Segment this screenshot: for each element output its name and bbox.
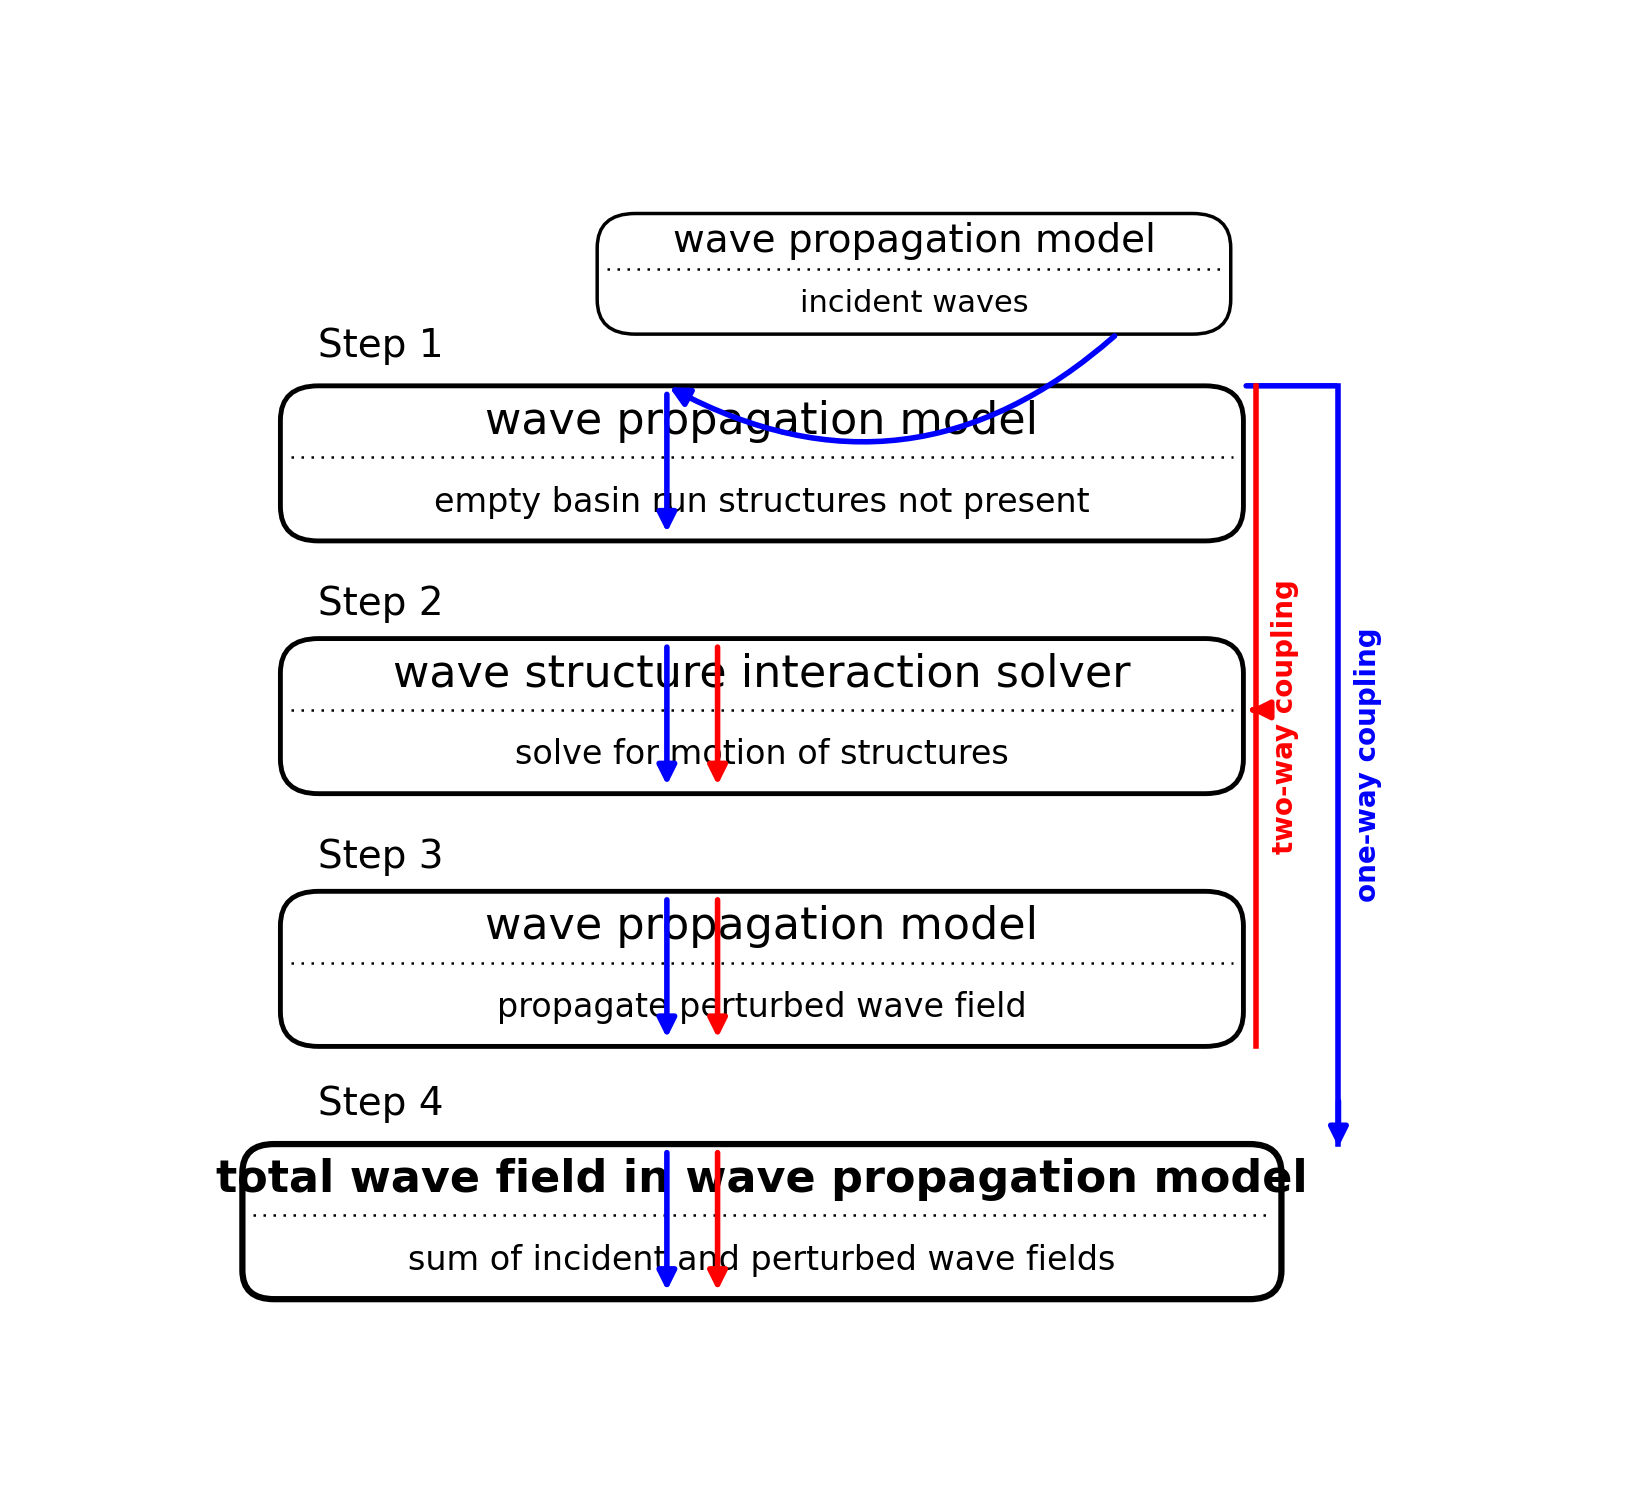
Text: Step 3: Step 3 <box>319 839 445 876</box>
FancyBboxPatch shape <box>281 891 1244 1046</box>
Text: wave propagation model: wave propagation model <box>486 906 1038 949</box>
FancyBboxPatch shape <box>242 1144 1282 1300</box>
Text: Step 4: Step 4 <box>319 1085 445 1123</box>
Text: sum of incident and perturbed wave fields: sum of incident and perturbed wave field… <box>409 1244 1115 1277</box>
Text: Step 1: Step 1 <box>319 327 445 364</box>
FancyBboxPatch shape <box>281 386 1244 542</box>
FancyBboxPatch shape <box>597 213 1231 334</box>
FancyBboxPatch shape <box>281 639 1244 794</box>
Text: incident waves: incident waves <box>800 289 1028 318</box>
Text: wave propagation model: wave propagation model <box>672 222 1156 260</box>
Text: solve for motion of structures: solve for motion of structures <box>515 739 1009 771</box>
Text: wave structure interaction solver: wave structure interaction solver <box>392 652 1131 695</box>
Text: propagate perturbed wave field: propagate perturbed wave field <box>497 991 1027 1024</box>
Text: Step 2: Step 2 <box>319 585 445 624</box>
Text: wave propagation model: wave propagation model <box>486 400 1038 443</box>
Text: total wave field in wave propagation model: total wave field in wave propagation mod… <box>216 1158 1308 1201</box>
Text: two-way coupling: two-way coupling <box>1272 579 1300 853</box>
Text: empty basin run structures not present: empty basin run structures not present <box>435 486 1089 519</box>
Text: one-way coupling: one-way coupling <box>1354 628 1382 903</box>
